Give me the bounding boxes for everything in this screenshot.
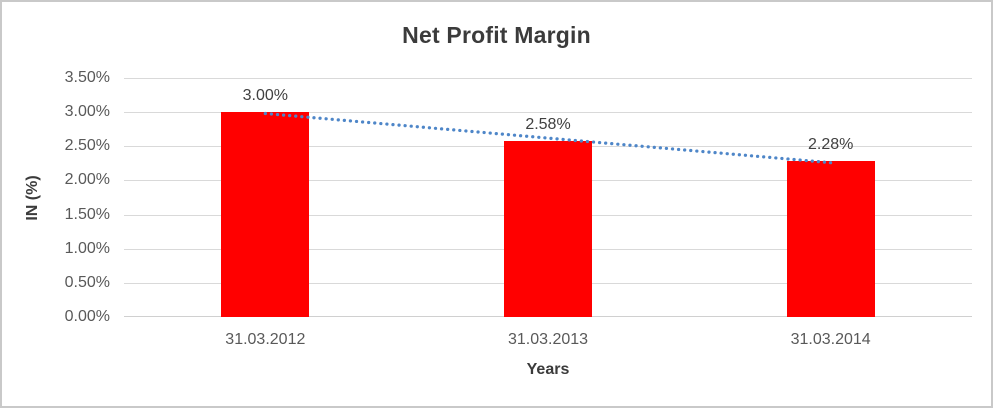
bar-data-label: 2.28% <box>807 136 854 153</box>
plot-area: 3.00% 2.58% 2.28% <box>124 78 972 317</box>
y-tick-label: 1.00% <box>64 240 110 257</box>
x-tick-label: 31.03.2012 <box>225 331 306 348</box>
bar-31.03.2013 <box>504 141 592 317</box>
bar-31.03.2012 <box>221 112 309 317</box>
y-tick-label: 3.00% <box>64 103 110 120</box>
x-axis-title: Years <box>526 361 570 378</box>
y-tick-label: 0.50% <box>64 274 110 291</box>
trendline <box>263 111 833 165</box>
x-tick-label: 31.03.2013 <box>507 331 589 348</box>
y-tick-label: 2.50% <box>64 137 110 154</box>
bar-data-label: 3.00% <box>242 87 289 104</box>
y-tick-label: 3.50% <box>64 69 110 86</box>
bar-31.03.2014 <box>787 161 875 317</box>
x-tick-label: 31.03.2014 <box>790 331 871 348</box>
gridline <box>124 112 972 113</box>
chart-title: Net Profit Margin <box>402 22 591 48</box>
gridline <box>124 78 972 79</box>
bar-data-label: 2.58% <box>525 116 571 133</box>
y-tick-label: 2.00% <box>64 171 110 188</box>
y-tick-label: 1.50% <box>64 206 110 223</box>
y-tick-label: 0.00% <box>64 308 110 325</box>
